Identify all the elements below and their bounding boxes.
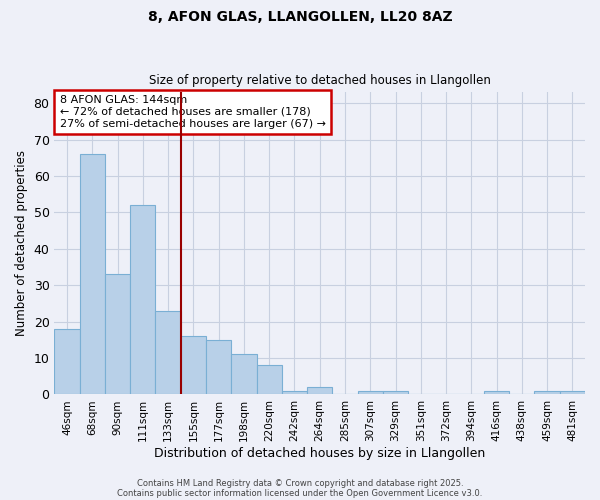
Bar [206,340,231,394]
Bar [155,310,181,394]
Title: Size of property relative to detached houses in Llangollen: Size of property relative to detached ho… [149,74,491,87]
Bar [484,391,509,394]
Bar [307,387,332,394]
Text: Contains public sector information licensed under the Open Government Licence v3: Contains public sector information licen… [118,488,482,498]
Text: 8, AFON GLAS, LLANGOLLEN, LL20 8AZ: 8, AFON GLAS, LLANGOLLEN, LL20 8AZ [148,10,452,24]
Text: Contains HM Land Registry data © Crown copyright and database right 2025.: Contains HM Land Registry data © Crown c… [137,478,463,488]
Bar [130,205,155,394]
Bar [282,391,307,394]
Bar [560,391,585,394]
Bar [105,274,130,394]
Bar [181,336,206,394]
Y-axis label: Number of detached properties: Number of detached properties [15,150,28,336]
Bar [55,329,80,394]
Bar [358,391,383,394]
Text: 8 AFON GLAS: 144sqm
← 72% of detached houses are smaller (178)
27% of semi-detac: 8 AFON GLAS: 144sqm ← 72% of detached ho… [60,96,326,128]
Bar [80,154,105,394]
X-axis label: Distribution of detached houses by size in Llangollen: Distribution of detached houses by size … [154,447,485,460]
Bar [535,391,560,394]
Bar [231,354,257,395]
Bar [383,391,408,394]
Bar [257,366,282,394]
